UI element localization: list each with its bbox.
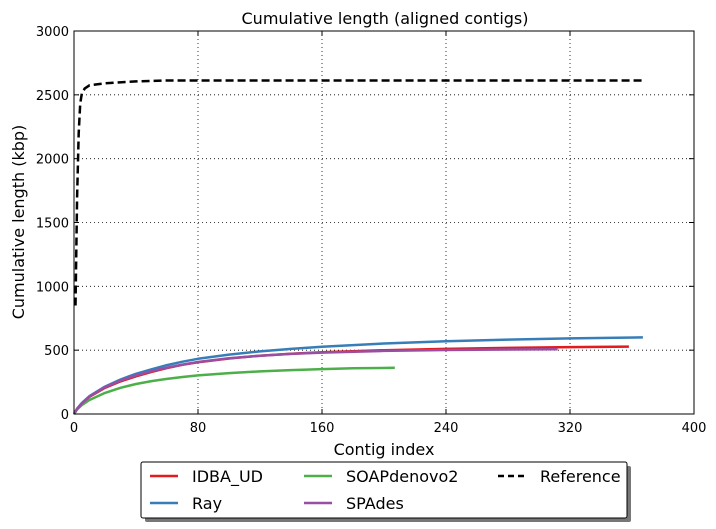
series-layer <box>72 79 643 415</box>
x-tick-label: 0 <box>70 421 78 436</box>
legend-label: SPAdes <box>346 494 404 513</box>
legend-item: Ray <box>150 494 222 513</box>
chart-title: Cumulative length (aligned contigs) <box>242 9 529 28</box>
grid-lines <box>74 31 694 414</box>
y-tick-label: 2500 <box>36 89 69 104</box>
legend-label: IDBA_UD <box>192 467 263 487</box>
x-tick-label: 160 <box>310 421 335 436</box>
legend: IDBA_UD Ray SOAPdenovo2 SPAdes Reference <box>140 461 631 522</box>
legend-item: SOAPdenovo2 <box>304 467 458 486</box>
series-line-soapdenovo2 <box>72 366 395 415</box>
legend-box <box>140 461 628 519</box>
y-tick-label: 1500 <box>36 217 69 232</box>
x-tick-label: 240 <box>434 421 459 436</box>
legend-items: IDBA_UD Ray SOAPdenovo2 SPAdes Reference <box>150 467 621 513</box>
y-tick-label: 0 <box>61 408 69 423</box>
legend-label: Reference <box>540 467 621 486</box>
legend-label: Ray <box>192 494 222 513</box>
x-tick-label: 400 <box>682 421 707 436</box>
y-axis-title: Cumulative length (kbp) <box>9 125 28 320</box>
series-line-reference <box>74 79 643 306</box>
y-tick-label: 500 <box>44 344 69 359</box>
legend-label: SOAPdenovo2 <box>346 467 458 486</box>
x-tick-label: 80 <box>190 421 207 436</box>
legend-item: Reference <box>498 467 621 486</box>
x-tick-label: 320 <box>558 421 583 436</box>
legend-item: SPAdes <box>304 494 404 513</box>
y-tick-label: 2000 <box>36 153 69 168</box>
x-axis-title: Contig index <box>334 440 435 459</box>
y-tick-label: 1000 <box>36 280 69 295</box>
y-tick-label: 3000 <box>36 25 69 40</box>
legend-item: IDBA_UD <box>150 467 263 487</box>
axis-ticks: 0 80 160 240 320 400 0 500 1000 1500 2000 2500 3000 <box>36 25 707 436</box>
series-line-spades <box>72 348 558 415</box>
